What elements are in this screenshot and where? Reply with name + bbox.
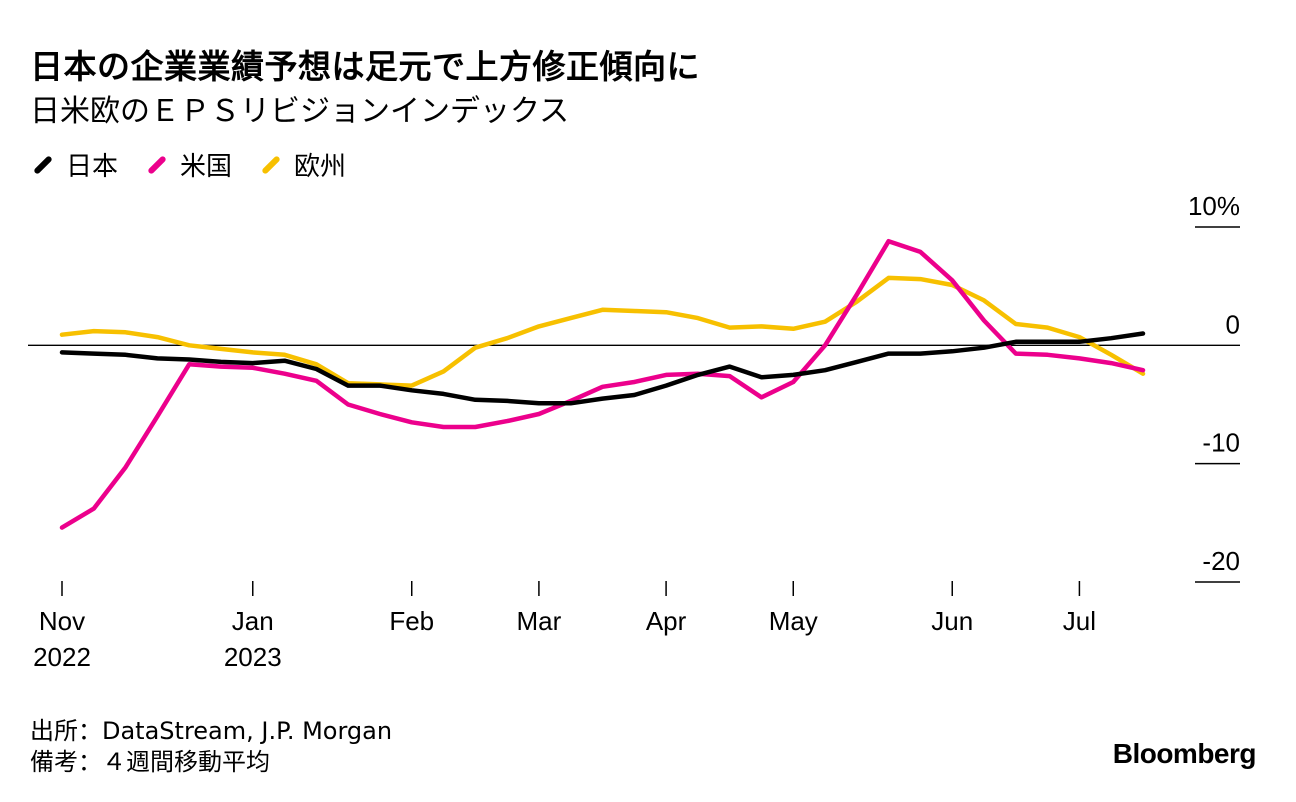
legend-label-us: 米国 [180, 152, 233, 182]
x-tick-label: Jun [931, 606, 973, 636]
source-note: 出所：DataStream, J.P. Morgan [30, 717, 393, 745]
x-tick-label: Nov [39, 606, 85, 636]
x-tick-label: May [769, 606, 818, 636]
series-line-us [59, 238, 1146, 530]
legend-item-japan: 日本 [30, 146, 118, 183]
chart-subtitle: 日米欧のＥＰＳリビジョンインデックス [30, 94, 570, 129]
legend: 日本 米国 欧州 [30, 146, 372, 183]
legend-label-japan: 日本 [66, 152, 119, 182]
chart-title: 日本の企業業績予想は足元で上方修正傾向に [30, 47, 700, 86]
legend-label-europe: 欧州 [294, 152, 347, 182]
grid-layer [28, 226, 1240, 583]
y-tick-label: 10% [1188, 191, 1240, 221]
bloomberg-logo: Bloomberg [1112, 738, 1257, 769]
series-line-japan [59, 331, 1146, 406]
line-chart: 10% 0 -10 -20 Nov 2022 Jan 2023 Feb Mar Apr May Jun J… [28, 191, 1240, 672]
x-tick-label: Apr [646, 606, 687, 636]
x-tick-label: Feb [389, 606, 434, 636]
x-tick-year-label: 2022 [33, 642, 91, 672]
method-note: 備考：４週間移動平均 [30, 748, 270, 776]
x-tick-label: Mar [517, 606, 562, 636]
footer: 出所：DataStream, J.P. Morgan 備考：４週間移動平均 [30, 716, 392, 778]
series-line-europe [59, 275, 1146, 388]
legend-item-europe: 欧州 [258, 146, 346, 183]
legend-item-us: 米国 [144, 146, 232, 183]
x-tick-label: Jul [1063, 606, 1096, 636]
y-tick-label: -10 [1202, 428, 1240, 458]
axis-layer: 10% 0 -10 -20 Nov 2022 Jan 2023 Feb Mar Apr May Jun J… [33, 191, 1240, 672]
x-tick-year-label: 2023 [224, 642, 282, 672]
series-layer [59, 238, 1146, 530]
y-tick-label: 0 [1226, 309, 1240, 339]
y-tick-label: -20 [1202, 546, 1240, 576]
x-tick-label: Jan [232, 606, 274, 636]
